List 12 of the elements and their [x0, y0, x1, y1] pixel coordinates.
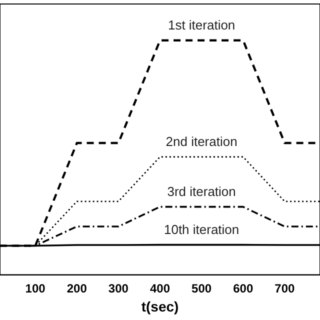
x-tick-label: 700 — [274, 281, 296, 296]
x-axis-title: t(sec) — [141, 298, 179, 314]
series-label: 3rd iteration — [167, 184, 236, 199]
series-label: 10th iteration — [164, 222, 240, 237]
series-label: 2nd iteration — [166, 134, 238, 149]
x-tick-label: 300 — [108, 281, 129, 296]
x-tick-label: 600 — [233, 281, 254, 296]
x-tick-label: 500 — [192, 281, 212, 296]
x-tick-label: 100 — [25, 281, 46, 296]
x-tick-label: 200 — [66, 281, 88, 296]
x-tick-label: 400 — [150, 281, 170, 296]
series-label: 1st iteration — [168, 17, 236, 32]
